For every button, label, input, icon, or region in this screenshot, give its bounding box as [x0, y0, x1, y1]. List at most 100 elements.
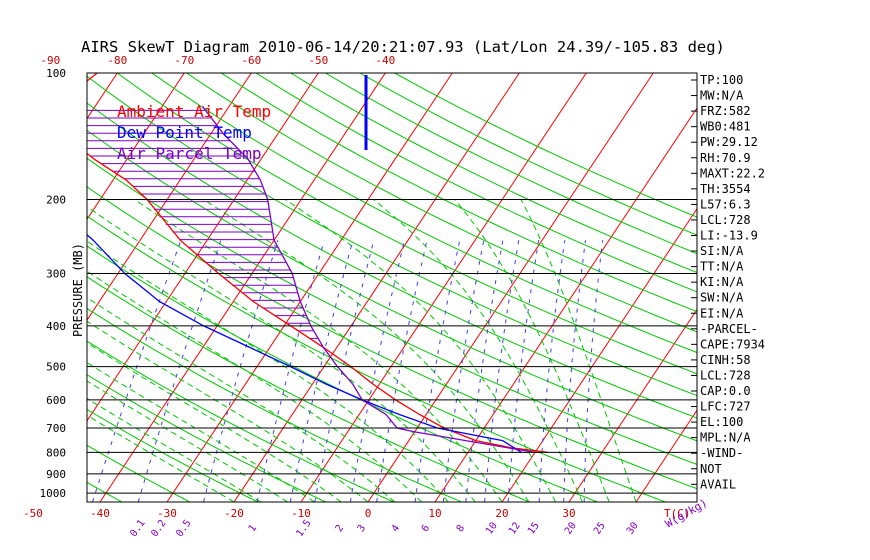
sidebar-stat-label: AVAIL: [700, 477, 736, 491]
moist-adiabat-line: [520, 199, 637, 502]
isotherm-line: [166, 73, 453, 502]
isotherm-line: [233, 73, 520, 502]
sidebar-stat-label: CAP:0.0: [700, 384, 751, 398]
dry-adiabat-line: [87, 75, 697, 397]
sidebar-stat-label: SW:N/A: [700, 291, 744, 305]
mixing-ratio-line: [314, 240, 375, 502]
dry-adiabat-line: [87, 186, 697, 490]
isotherm-line: [770, 73, 870, 502]
top-temp-tick-label: -70: [174, 54, 194, 67]
mixing-ratio-tick-label: 8: [455, 523, 467, 534]
top-temp-tick-label: -60: [241, 54, 261, 67]
dry-adiabat-line: [359, 73, 697, 236]
dry-adiabat-line: [87, 444, 191, 502]
bottom-temp-tick-label: 20: [495, 507, 508, 520]
mixing-ratio-line: [465, 240, 504, 502]
mixing-ratio-line: [137, 240, 222, 502]
isotherm-line: [87, 73, 252, 321]
pressure-tick-label: 200: [46, 193, 66, 206]
grid-layer: [0, 73, 870, 502]
dry-adiabat-line: [117, 73, 697, 375]
bottom-temp-tick-label: -50: [23, 507, 43, 520]
pressure-tick-label: 700: [46, 422, 66, 435]
dry-adiabat-line: [290, 73, 697, 274]
sidebar-stat-label: MPL:N/A: [700, 431, 751, 445]
sidebar-stat-label: CAPE:7934: [700, 337, 765, 351]
mixing-ratio-tick-label: 12: [507, 520, 523, 536]
moist-adiabat-line: [134, 199, 503, 502]
moist-adiabat-line: [87, 240, 449, 502]
dry-adiabat-line: [87, 276, 530, 502]
bottom-temp-tick-label: -30: [157, 507, 177, 520]
bottom-temp-tick-label: 30: [562, 507, 575, 520]
dry-adiabat-line: [394, 73, 697, 218]
legend-entry-label: Air Parcel Temp: [117, 144, 262, 163]
moist-adiabat-line: [87, 205, 476, 502]
sidebar-stat-label: RH:70.9: [700, 151, 751, 165]
sidebar-stat-label: -WIND-: [700, 446, 743, 460]
pressure-tick-label: 100: [46, 67, 66, 80]
pressure-tick-label: 500: [46, 361, 66, 374]
bottom-temp-unit: T(C): [664, 507, 691, 520]
sidebar-stat-label: LFC:727: [700, 400, 751, 414]
sidebar-stat-label: NOT: [700, 462, 722, 476]
pressure-tick-label: 400: [46, 320, 66, 333]
isotherm-line: [434, 107, 697, 502]
mixing-ratio-line: [92, 240, 182, 502]
sidebar-stat-label: PW:29.12: [700, 135, 758, 149]
moist-adiabat-line: [87, 297, 396, 502]
dry-adiabat-line: [87, 129, 697, 442]
mixing-ratio-tick-label: 1.5: [294, 518, 313, 539]
sidebar-stat-label: TP:100: [700, 73, 743, 87]
isotherm-line: [87, 73, 185, 221]
moist-adiabat-line: [454, 199, 610, 502]
mixing-ratio-tick-label: 0.1: [128, 518, 147, 539]
dry-adiabat-line: [87, 215, 666, 502]
sidebar-stat-label: FRZ:582: [700, 104, 751, 118]
mixing-ratio-tick-label: 6: [420, 523, 432, 534]
axis-layer: 1002003004005006007008009001000-120-110-…: [23, 54, 710, 539]
isotherm-line: [99, 73, 386, 502]
dry-adiabat-line: [87, 408, 259, 502]
dry-adiabat-line: [186, 73, 697, 333]
cape-hatch-layer: [87, 109, 323, 347]
legend: Ambient Air Temp Dew Point Temp Air Parcel…: [117, 102, 271, 163]
dry-adiabat-line: [151, 73, 697, 354]
plot-border: [86, 72, 698, 503]
isotherm-line: [0, 73, 50, 502]
sidebar-stat-label: LCL:728: [700, 213, 751, 227]
bottom-temp-tick-label: -40: [90, 507, 110, 520]
mixing-ratio-tick-label: 30: [625, 520, 641, 536]
sidebar-stat-label: CINH:58: [700, 353, 751, 367]
sidebar-stat-label: LI:-13.9: [700, 229, 758, 243]
mixing-ratio-tick-label: 1: [247, 523, 259, 534]
moist-adiabat-line: [87, 320, 369, 502]
dry-adiabat-line: [87, 340, 394, 502]
isotherm-line: [87, 73, 319, 422]
mixing-ratio-tick-label: 4: [390, 523, 402, 534]
dry-adiabat-line: [87, 307, 462, 502]
sidebar-stat-label: MW:N/A: [700, 89, 744, 103]
sidebar-stat-label: -PARCEL-: [700, 322, 758, 336]
mixing-ratio-tick-label: 2: [334, 523, 346, 534]
moist-adiabat-line: [87, 380, 288, 502]
isotherm-line: [87, 73, 118, 120]
sidebar-stat-label: WB0:481: [700, 120, 751, 134]
legend-entry-label: Ambient Air Temp: [117, 102, 271, 121]
mixing-ratio-tick-label: 0.2: [149, 518, 168, 539]
sidebar-stat-label: EI:N/A: [700, 306, 744, 320]
isotherm-line: [568, 308, 697, 502]
sidebar-stat-label: L57:6.3: [700, 197, 751, 211]
pressure-tick-label: 800: [46, 446, 66, 459]
moist-adiabat-line: [203, 199, 530, 502]
moist-adiabat-line: [284, 199, 557, 502]
moist-adiabat-line: [373, 199, 583, 502]
dry-adiabat-line: [221, 73, 697, 313]
mixing-ratio-tick-label: 3: [356, 523, 368, 534]
dry-adiabat-line: [87, 102, 697, 419]
moist-adiabat-line: [87, 361, 315, 502]
mixing-ratio-tick-label: 20: [563, 520, 579, 536]
mixing-ratio-line: [563, 240, 586, 502]
